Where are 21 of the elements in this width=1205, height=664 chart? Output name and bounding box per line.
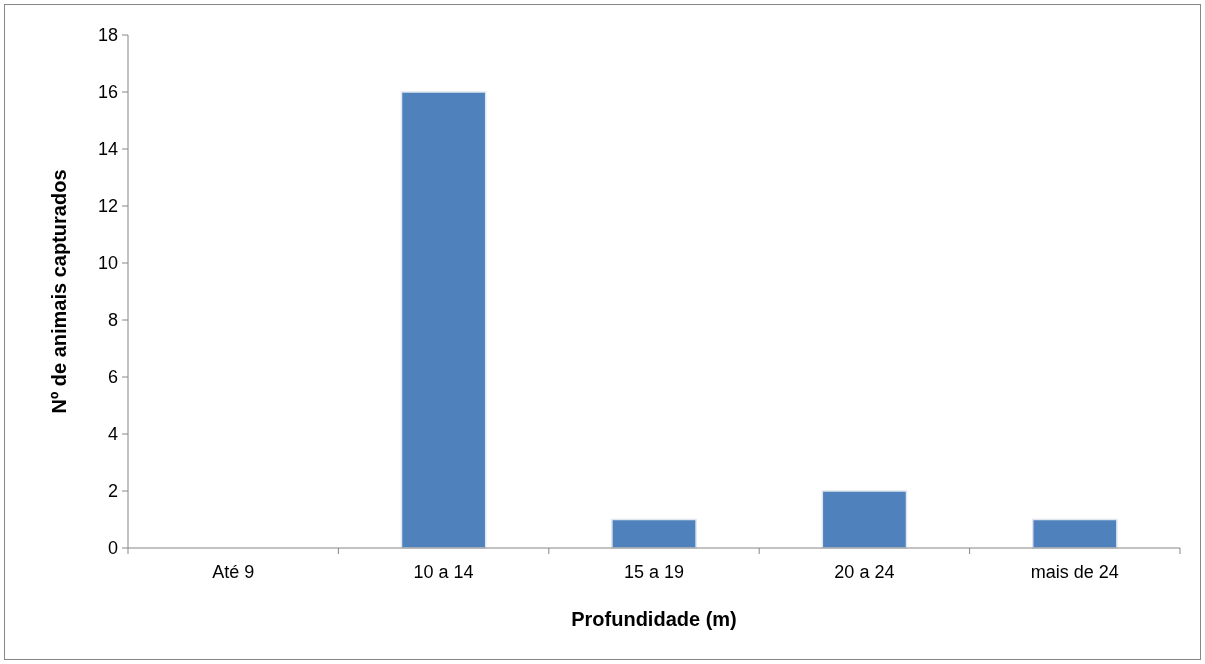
y-axis-title: Nº de animais capturados [48, 169, 70, 414]
bar [611, 518, 697, 549]
y-tick-label: 10 [97, 253, 118, 274]
bar [821, 490, 908, 549]
y-tick-label: 8 [107, 310, 118, 331]
y-tick-label: 4 [107, 424, 118, 445]
x-tick-label: 15 a 19 [623, 562, 685, 582]
y-tick-label: 18 [97, 25, 118, 46]
bar [400, 91, 487, 549]
y-tick-label: 2 [107, 481, 118, 502]
x-tick-label: 10 a 14 [413, 562, 474, 582]
y-tick-label: 16 [97, 82, 118, 103]
x-axis-title: Profundidade (m) [571, 608, 737, 630]
y-tick-label: 0 [107, 538, 118, 559]
x-tick-label: 20 a 24 [834, 562, 895, 582]
bar [1031, 518, 1118, 549]
x-tick-label: mais de 24 [1030, 562, 1119, 582]
x-tick-label: Até 9 [212, 562, 255, 582]
y-tick-label: 12 [97, 196, 118, 217]
y-tick-label: 6 [107, 367, 118, 388]
y-tick-label: 14 [97, 139, 118, 160]
